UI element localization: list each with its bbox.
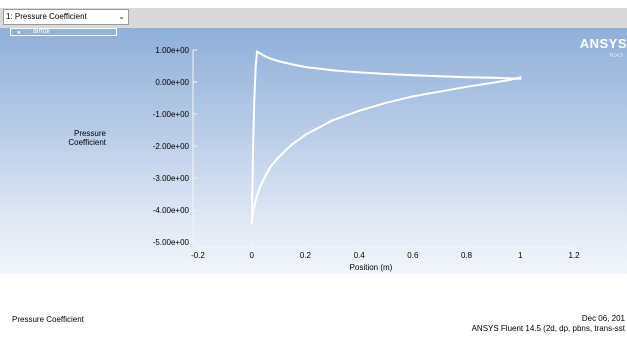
data-point xyxy=(258,186,261,189)
data-point xyxy=(331,69,334,72)
data-point xyxy=(264,175,267,178)
data-point xyxy=(290,143,294,146)
data-point xyxy=(411,95,414,98)
x-tick-label: 1.2 xyxy=(568,251,580,260)
data-point xyxy=(304,65,307,69)
series-airfoil-lower xyxy=(250,76,522,224)
x-tick-label: 0.8 xyxy=(461,251,473,260)
data-point xyxy=(465,76,468,79)
data-point xyxy=(331,119,334,122)
x-tick-label: 0.6 xyxy=(407,251,419,260)
x-tick-label: -0.2 xyxy=(191,251,205,260)
data-point xyxy=(304,133,307,136)
legend: ● airfoil xyxy=(10,28,117,36)
legend-entry-airfoil: airfoil xyxy=(33,28,50,35)
data-point xyxy=(261,53,264,56)
footer xyxy=(0,274,627,342)
x-tick-label: 1 xyxy=(518,251,523,260)
ansys-logo-sub: R14.5 xyxy=(609,53,623,59)
ansys-logo: ANSYS xyxy=(579,36,627,51)
x-tick-label: 0.2 xyxy=(300,251,312,260)
y-tick-label: 0.00e+00 xyxy=(155,78,189,87)
data-point xyxy=(519,76,522,79)
data-point xyxy=(264,55,267,58)
data-point xyxy=(505,79,508,82)
data-point xyxy=(255,194,259,197)
data-point xyxy=(438,75,441,78)
x-axis-label: Position (m) xyxy=(350,263,393,272)
data-point xyxy=(277,60,280,63)
x-tick-label: 0.4 xyxy=(354,251,366,260)
y-tick-label: -2.00e+00 xyxy=(153,142,190,151)
data-point xyxy=(250,221,253,224)
data-point xyxy=(258,52,261,55)
data-point xyxy=(290,63,294,66)
data-point xyxy=(505,77,508,80)
chevron-down-icon[interactable]: ⌄ xyxy=(118,12,125,21)
series-line xyxy=(250,76,521,223)
graphics-toolbar xyxy=(0,8,627,28)
x-tick-label: 0 xyxy=(249,251,254,260)
data-point xyxy=(251,215,254,218)
data-point xyxy=(254,64,257,68)
data-point xyxy=(253,204,256,207)
graphics-plot-area: ● airfoil ANSYS R14.5 1.00e+00 0.00e+00 -1… xyxy=(0,28,627,274)
data-point xyxy=(251,192,254,196)
data-point xyxy=(438,90,441,93)
data-point xyxy=(358,109,361,112)
data-point xyxy=(411,74,414,77)
data-point xyxy=(269,165,272,168)
data-point xyxy=(384,101,388,104)
data-point xyxy=(513,77,517,80)
data-point xyxy=(492,76,495,79)
graphics-window-selector[interactable]: 1: Pressure Coefficient ⌄ xyxy=(3,9,129,25)
data-point xyxy=(255,50,259,53)
data-point xyxy=(384,72,388,76)
data-point xyxy=(492,81,495,84)
footer-plot-title: Pressure Coefficient xyxy=(12,315,84,324)
pressure-coefficient-chart: 1.00e+00 0.00e+00 -1.00e+00 -2.00e+00 -3.00e… xyxy=(68,46,580,272)
series-line xyxy=(250,50,521,223)
data-point xyxy=(269,57,272,60)
y-axis-label: Pressure Coefficient xyxy=(68,129,106,147)
window-selector-value: 1: Pressure Coefficient xyxy=(6,12,87,21)
footer-date: Dec 06, 201 xyxy=(581,314,625,323)
y-tick-label: -3.00e+00 xyxy=(153,174,190,183)
data-point xyxy=(358,71,361,74)
series-airfoil-upper xyxy=(250,50,522,224)
legend-marker-icon: ● xyxy=(17,30,21,36)
y-tick-label: 1.00e+00 xyxy=(155,46,189,55)
data-point xyxy=(251,144,255,148)
y-tick-label: -1.00e+00 xyxy=(153,110,190,119)
top-strip xyxy=(0,0,627,8)
data-point xyxy=(277,156,280,159)
footer-solver-info: ANSYS Fluent 14.5 (2d, dp, pbns, trans-s… xyxy=(471,324,625,333)
y-tick-label: -5.00e+00 xyxy=(153,238,190,247)
data-point xyxy=(465,85,468,88)
data-point xyxy=(253,96,256,100)
y-tick-label: -4.00e+00 xyxy=(153,206,190,215)
